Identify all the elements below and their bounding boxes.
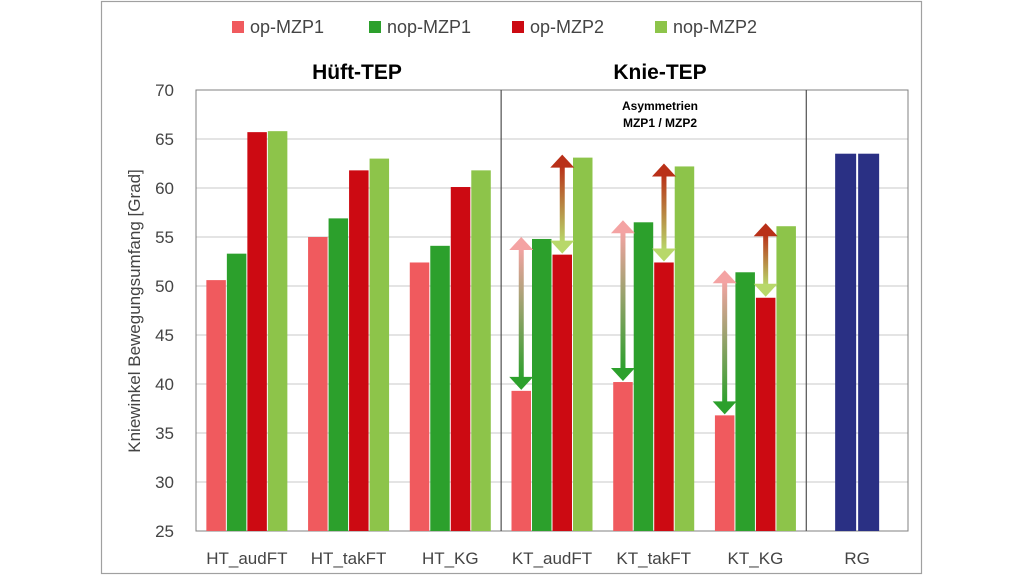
reference-bar bbox=[858, 153, 880, 531]
bar bbox=[328, 218, 349, 531]
asymmetry-arrow-shaft bbox=[518, 247, 524, 379]
asymmetry-arrow-shaft bbox=[661, 174, 667, 251]
x-tick-label: HT_takFT bbox=[311, 549, 387, 568]
asymmetry-arrow-shaft bbox=[763, 234, 769, 286]
x-tick-label: HT_KG bbox=[422, 549, 479, 568]
asymmetry-label-line2: MZP1 / MZP2 bbox=[623, 116, 697, 130]
x-tick-label: KT_KG bbox=[728, 549, 784, 568]
reference-bar bbox=[835, 153, 857, 531]
y-tick-label: 35 bbox=[155, 424, 174, 443]
group-title-hueft: Hüft-TEP bbox=[312, 61, 402, 84]
asymmetry-arrow-head bbox=[509, 376, 534, 390]
y-tick-label: 60 bbox=[155, 179, 174, 198]
y-tick-label: 45 bbox=[155, 326, 174, 345]
bar bbox=[776, 226, 796, 531]
asymmetry-arrow-head bbox=[651, 248, 676, 262]
x-tick-label: KT_takFT bbox=[616, 549, 691, 568]
asymmetry-arrow-head bbox=[509, 236, 534, 250]
legend-label: op-MZP2 bbox=[530, 17, 604, 37]
bar bbox=[349, 170, 369, 532]
bar bbox=[226, 253, 247, 531]
bar bbox=[409, 262, 430, 531]
asymmetry-arrow-shaft bbox=[722, 281, 728, 404]
asymmetry-arrow-head bbox=[753, 283, 778, 297]
y-tick-label: 25 bbox=[155, 522, 174, 541]
asymmetry-arrow-head bbox=[753, 223, 778, 237]
bar bbox=[247, 132, 267, 531]
asymmetry-arrow-head bbox=[550, 240, 575, 254]
asymmetry-arrow-shaft bbox=[559, 165, 565, 243]
y-tick-label: 70 bbox=[155, 81, 174, 100]
asymmetry-arrow-head bbox=[651, 163, 676, 177]
bar bbox=[633, 222, 654, 532]
bar bbox=[755, 297, 776, 531]
legend-swatch bbox=[512, 21, 524, 33]
y-tick-label: 30 bbox=[155, 473, 174, 492]
legend: op-MZP1 nop-MZP1 op-MZP2 nop-MZP2 bbox=[232, 17, 757, 37]
bar bbox=[674, 166, 695, 531]
asymmetry-arrow-head bbox=[610, 368, 635, 382]
x-tick-label: RG bbox=[844, 549, 870, 568]
y-tick-label: 65 bbox=[155, 130, 174, 149]
bar bbox=[573, 157, 593, 531]
bar bbox=[369, 158, 390, 531]
y-tick-label: 50 bbox=[155, 277, 174, 296]
bar bbox=[471, 170, 491, 532]
bar bbox=[267, 131, 288, 531]
legend-swatch bbox=[232, 21, 244, 33]
y-tick-label: 40 bbox=[155, 375, 174, 394]
bar bbox=[450, 187, 471, 531]
asymmetry-arrow-shaft bbox=[620, 231, 626, 371]
y-tick-label: 55 bbox=[155, 228, 174, 247]
asymmetry-arrow-head bbox=[610, 220, 635, 234]
asymmetry-arrow-head bbox=[550, 154, 575, 168]
legend-label: nop-MZP2 bbox=[673, 17, 757, 37]
bar bbox=[430, 245, 450, 531]
bar bbox=[511, 390, 531, 531]
x-tick-label: HT_audFT bbox=[206, 549, 287, 568]
asymmetry-arrow-head bbox=[712, 270, 737, 284]
bar bbox=[654, 262, 674, 531]
bar bbox=[735, 272, 755, 531]
group-title-knie: Knie-TEP bbox=[613, 61, 706, 84]
y-axis-label: Kniewinkel Bewegungsumfang [Grad] bbox=[125, 169, 144, 453]
bar bbox=[532, 238, 552, 531]
bar bbox=[714, 415, 735, 531]
bar bbox=[552, 254, 572, 531]
legend-label: nop-MZP1 bbox=[387, 17, 471, 37]
bar bbox=[206, 280, 226, 531]
asymmetry-label-line1: Asymmetrien bbox=[622, 99, 698, 113]
legend-label: op-MZP1 bbox=[250, 17, 324, 37]
x-tick-label: KT_audFT bbox=[512, 549, 592, 568]
bar bbox=[308, 237, 328, 531]
plot-area: 25 30 35 40 45 50 55 60 65 70 HT_audFT HT_takFT HT_K… bbox=[155, 81, 909, 568]
asymmetry-arrow-head bbox=[712, 401, 737, 415]
legend-swatch bbox=[369, 21, 381, 33]
legend-swatch bbox=[655, 21, 667, 33]
bar bbox=[613, 382, 633, 531]
plot-border bbox=[195, 89, 909, 532]
